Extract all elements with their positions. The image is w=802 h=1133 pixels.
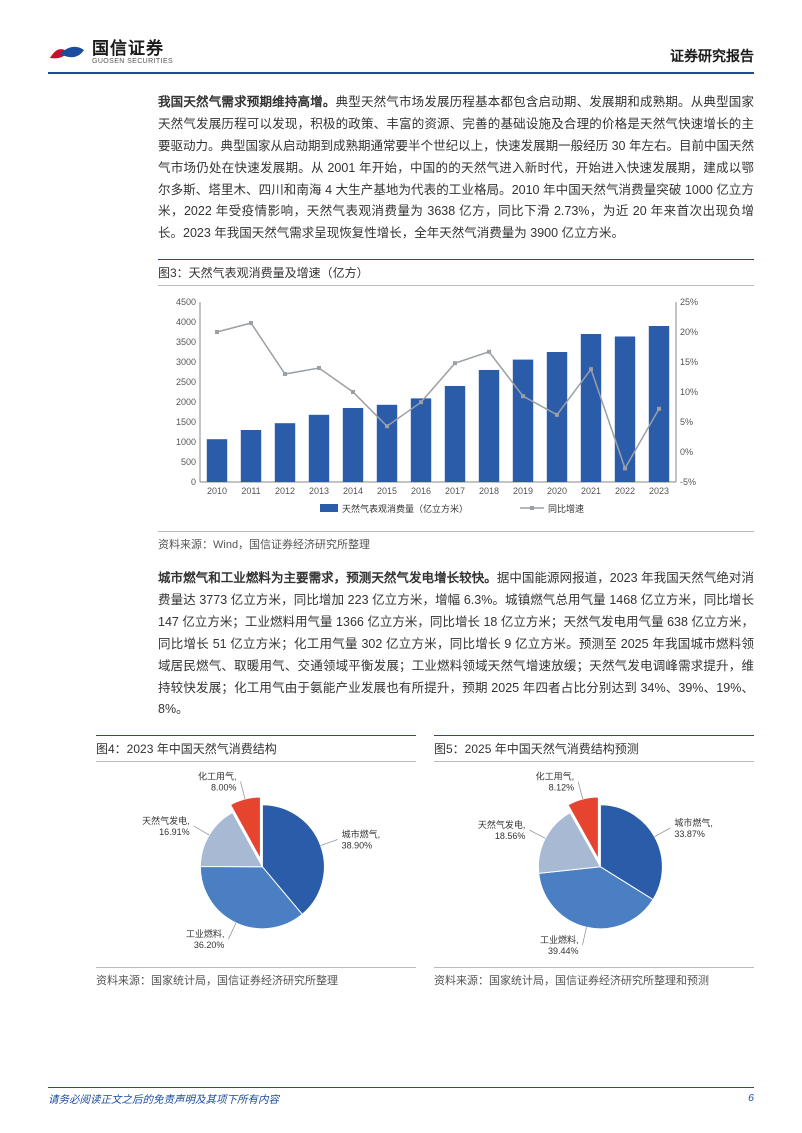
svg-text:0: 0 — [191, 477, 196, 487]
svg-text:2010: 2010 — [207, 486, 227, 496]
para1-body: 典型天然气市场发展历程基本都包含启动期、发展期和成熟期。从典型国家天然气发展历程… — [158, 95, 754, 240]
svg-text:33.87%: 33.87% — [674, 829, 705, 839]
guosen-logo-icon — [48, 40, 86, 66]
pie-chart-2023: 城市燃气,38.90% 工业燃料,36.20% 天然气发电,16.91% 化工用气,8… — [96, 768, 416, 958]
page-header: 国信证券 GUOSEN SECURITIES 证券研究报告 — [48, 40, 754, 74]
svg-text:2023: 2023 — [649, 486, 669, 496]
logo-text-cn: 国信证券 — [92, 40, 173, 58]
svg-text:2013: 2013 — [309, 486, 329, 496]
svg-text:天然气发电,: 天然气发电, — [478, 819, 526, 830]
pie-chart-2025: 城市燃气,33.87% 工业燃料,39.44% 天然气发电,18.56% 化工用气,8… — [434, 768, 754, 958]
fig4-col: 图4：2023 年中国天然气消费结构 城市燃气,38.90% 工业燃料,36.20… — [96, 735, 416, 1004]
svg-text:8.12%: 8.12% — [549, 783, 575, 793]
page-footer: 请务必阅读正文之后的免责声明及其项下所有内容 6 — [48, 1087, 754, 1107]
page-root: 国信证券 GUOSEN SECURITIES 证券研究报告 我国天然气需求预期维… — [0, 0, 802, 1034]
svg-text:2014: 2014 — [343, 486, 363, 496]
svg-text:城市燃气,: 城市燃气, — [342, 829, 381, 840]
svg-text:2022: 2022 — [615, 486, 635, 496]
para2-lead: 城市燃气和工业燃料为主要需求，预测天然气发电增长较快。 — [158, 571, 497, 585]
svg-text:16.91%: 16.91% — [159, 827, 190, 837]
pie-row: 图4：2023 年中国天然气消费结构 城市燃气,38.90%工业燃料,36.20… — [96, 735, 754, 1004]
svg-text:4500: 4500 — [176, 297, 196, 307]
svg-text:1000: 1000 — [176, 437, 196, 447]
svg-text:3000: 3000 — [176, 357, 196, 367]
report-type-label: 证券研究报告 — [670, 46, 754, 66]
svg-text:城市燃气,: 城市燃气, — [674, 817, 713, 828]
para2-body: 据中国能源网报道，2023 年我国天然气绝对消费量达 3773 亿立方米，同比增… — [158, 571, 754, 716]
svg-text:38.90%: 38.90% — [342, 841, 373, 851]
svg-text:2500: 2500 — [176, 377, 196, 387]
svg-text:39.44%: 39.44% — [548, 946, 579, 956]
svg-text:5%: 5% — [680, 417, 693, 427]
fig5-title: 图5：2025 年中国天然气消费结构预测 — [434, 735, 754, 762]
svg-text:天然气发电,: 天然气发电, — [142, 815, 190, 826]
svg-text:2016: 2016 — [411, 486, 431, 496]
footer-disclaimer: 请务必阅读正文之后的免责声明及其项下所有内容 — [48, 1092, 279, 1107]
footer-page-number: 6 — [748, 1092, 754, 1107]
logo-block: 国信证券 GUOSEN SECURITIES — [48, 40, 173, 66]
svg-text:3500: 3500 — [176, 337, 196, 347]
fig5-source: 资料来源：国家统计局，国信证券经济研究所整理和预测 — [434, 967, 754, 988]
svg-text:化工用气,: 化工用气, — [198, 771, 237, 782]
svg-text:2019: 2019 — [513, 486, 533, 496]
svg-text:天然气表观消费量（亿立方米）: 天然气表观消费量（亿立方米） — [342, 503, 468, 514]
svg-text:2012: 2012 — [275, 486, 295, 496]
fig4-source: 资料来源：国家统计局，国信证券经济研究所整理 — [96, 967, 416, 988]
svg-text:2011: 2011 — [241, 486, 260, 496]
svg-text:10%: 10% — [680, 387, 698, 397]
svg-text:2000: 2000 — [176, 397, 196, 407]
body-column: 我国天然气需求预期维持高增。典型天然气市场发展历程基本都包含启动期、发展期和成熟… — [158, 92, 754, 721]
svg-text:工业燃料,: 工业燃料, — [540, 934, 579, 945]
svg-text:2018: 2018 — [479, 486, 499, 496]
svg-text:1500: 1500 — [176, 417, 196, 427]
fig3-chart: 0 500 1000 1500 2000 2500 3000 3500 4000 4500 -5% 0… — [158, 292, 754, 525]
fig3-source: 资料来源：Wind，国信证券经济研究所整理 — [158, 531, 754, 552]
svg-text:同比增速: 同比增速 — [548, 503, 584, 514]
svg-text:20%: 20% — [680, 327, 698, 337]
svg-text:25%: 25% — [680, 297, 698, 307]
svg-text:4000: 4000 — [176, 317, 196, 327]
fig5-col: 图5：2025 年中国天然气消费结构预测 城市燃气,33.87% 工业燃料,39.… — [434, 735, 754, 1004]
paragraph-2: 城市燃气和工业燃料为主要需求，预测天然气发电增长较快。据中国能源网报道，2023… — [158, 568, 754, 721]
svg-text:0%: 0% — [680, 447, 693, 457]
svg-text:2017: 2017 — [445, 486, 465, 496]
fig3-title: 图3：天然气表观消费量及增速（亿方） — [158, 259, 754, 286]
logo-text-en: GUOSEN SECURITIES — [92, 58, 173, 65]
svg-text:2020: 2020 — [547, 486, 567, 496]
svg-text:化工用气,: 化工用气, — [536, 771, 575, 782]
svg-text:2015: 2015 — [377, 486, 397, 496]
svg-text:36.20%: 36.20% — [194, 940, 225, 950]
svg-text:18.56%: 18.56% — [495, 831, 526, 841]
svg-text:15%: 15% — [680, 357, 698, 367]
para1-lead: 我国天然气需求预期维持高增。 — [158, 95, 336, 109]
svg-text:-5%: -5% — [680, 477, 696, 487]
svg-text:2021: 2021 — [581, 486, 601, 496]
svg-text:500: 500 — [181, 457, 196, 467]
svg-text:工业燃料,: 工业燃料, — [186, 928, 225, 939]
fig4-title: 图4：2023 年中国天然气消费结构 — [96, 735, 416, 762]
svg-text:8.00%: 8.00% — [211, 783, 237, 793]
bar-line-chart: 0 500 1000 1500 2000 2500 3000 3500 4000 4500 -5% 0… — [158, 292, 718, 522]
paragraph-1: 我国天然气需求预期维持高增。典型天然气市场发展历程基本都包含启动期、发展期和成熟… — [158, 92, 754, 245]
